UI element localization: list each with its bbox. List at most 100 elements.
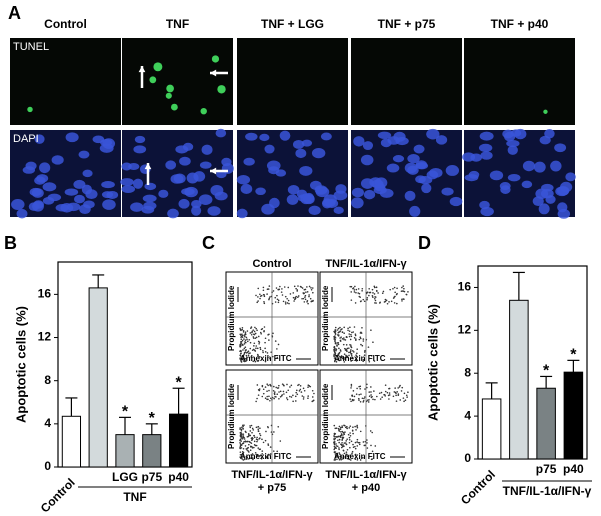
flow-dot	[303, 301, 306, 303]
flow-dot	[366, 298, 368, 301]
nucleus	[191, 199, 202, 209]
flow-dot	[250, 442, 253, 444]
nucleus	[66, 202, 81, 212]
flow-dot	[342, 434, 344, 436]
flow-dot	[384, 395, 387, 397]
flow-title: TNF/IL-1α/IFN-γ	[231, 469, 313, 481]
flow-dot	[311, 389, 314, 392]
nucleus	[47, 193, 62, 202]
flow-dot	[368, 360, 371, 363]
tunel-image	[122, 38, 233, 125]
significance-marker: *	[175, 374, 182, 391]
flow-dot	[239, 345, 241, 347]
flow-dot	[339, 428, 342, 430]
flow-dot	[373, 297, 376, 300]
flow-dot	[333, 448, 335, 451]
flow-dot	[348, 351, 350, 354]
flow-dot	[257, 447, 260, 449]
flow-dot	[334, 354, 337, 357]
flow-dot	[370, 444, 372, 447]
flow-dot	[334, 337, 337, 339]
flow-dot	[346, 457, 349, 460]
flow-dot	[338, 448, 340, 451]
flow-dot	[388, 301, 390, 303]
flow-dot	[256, 301, 258, 304]
flow-dot	[368, 395, 371, 398]
flow-dot	[366, 442, 368, 444]
flow-dot	[256, 397, 258, 400]
flow-dot	[370, 355, 373, 357]
flow-dot	[272, 332, 274, 335]
flow-dot	[277, 426, 280, 428]
flow-dot	[262, 293, 265, 296]
flow-dot	[304, 298, 307, 301]
flow-dot	[259, 434, 262, 437]
flow-dot	[338, 352, 340, 355]
flow-dot	[359, 387, 362, 390]
flow-dot	[310, 287, 312, 289]
tunel-spot	[153, 62, 163, 72]
flow-dot	[351, 394, 354, 397]
flow-dot	[379, 301, 381, 304]
nucleus	[33, 200, 44, 209]
flow-dot	[333, 435, 336, 438]
flow-dot	[255, 358, 258, 360]
flow-dot	[241, 357, 243, 360]
flow-dot	[256, 454, 259, 457]
flow-dot	[277, 299, 280, 302]
flow-dot	[348, 354, 350, 357]
nucleus	[240, 183, 253, 195]
flow-dot	[311, 287, 314, 289]
bar	[61, 415, 82, 468]
bar	[563, 371, 584, 460]
flow-dot	[335, 349, 337, 352]
flow-dot	[336, 456, 339, 458]
flow-dot	[240, 336, 242, 338]
flow-dot	[241, 328, 244, 331]
flow-dot	[371, 288, 374, 291]
flow-dot	[340, 446, 343, 449]
flow-dot	[354, 333, 357, 335]
tunel-image	[237, 38, 348, 125]
flow-dot	[247, 458, 250, 460]
flow-dot	[337, 342, 340, 344]
tunel-image	[351, 38, 462, 125]
bar	[481, 398, 502, 460]
flow-x-label: Annexin FITC	[334, 452, 386, 461]
nucleus	[287, 185, 300, 195]
flow-dot	[333, 345, 336, 348]
flow-dot	[340, 458, 343, 461]
flow-dot	[341, 425, 343, 427]
flow-dot	[337, 357, 340, 360]
flow-dot	[352, 432, 354, 435]
flow-dot	[246, 330, 249, 332]
flow-dot	[292, 292, 295, 294]
flow-dot	[349, 459, 352, 461]
flow-dot	[262, 388, 265, 391]
nucleus	[565, 172, 576, 182]
flow-dot	[373, 390, 375, 392]
flow-dot	[245, 352, 248, 354]
x-tick-label: Control	[38, 475, 78, 515]
tunel-spot	[27, 106, 33, 113]
flow-dot	[306, 286, 308, 288]
flow-dot	[239, 436, 242, 438]
flow-dot	[373, 286, 376, 289]
flow-dot	[265, 430, 267, 433]
flow-dot	[399, 399, 402, 401]
nucleus	[301, 139, 313, 147]
flow-dot	[381, 292, 384, 295]
flow-dot	[341, 458, 344, 460]
flow-dot	[274, 455, 277, 458]
nucleus	[554, 143, 567, 153]
tunel-spot	[166, 84, 174, 93]
flow-dot	[372, 292, 374, 294]
flow-dot	[264, 386, 267, 388]
flow-dot	[349, 446, 351, 449]
flow-dot	[302, 297, 305, 300]
flow-dot	[301, 297, 303, 300]
flow-title: + p40	[352, 482, 380, 494]
flow-dot	[239, 427, 241, 429]
nucleus	[351, 197, 364, 209]
flow-dot	[348, 427, 351, 429]
